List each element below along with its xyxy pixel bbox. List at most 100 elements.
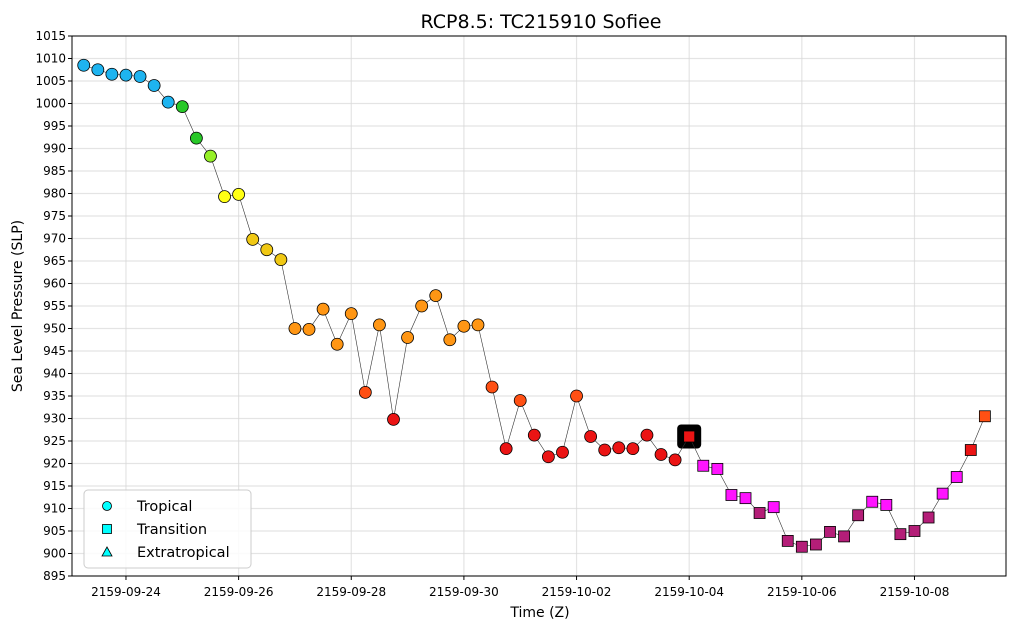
- data-point-circle: [302, 322, 316, 336]
- data-point-square: [880, 498, 893, 511]
- legend-marker-triangle: [101, 546, 113, 557]
- data-point-circle: [288, 322, 302, 335]
- data-point-circle: [598, 443, 612, 457]
- ticks: 895 900 905 910 915 920 925 930 935 940 945 950 955 9…: [35, 29, 949, 599]
- data-point-circle: [556, 445, 569, 459]
- data-point-circle: [189, 131, 203, 145]
- legend-label: Transition: [136, 522, 207, 538]
- data-point-circle: [640, 428, 654, 442]
- data-point-square: [866, 495, 879, 508]
- data-point-square: [852, 509, 865, 522]
- data-point-square: [964, 444, 977, 456]
- data-point-circle: [499, 442, 513, 456]
- legend-label: Extratropical: [137, 545, 230, 561]
- x-tick-label: 2159-09-24: [91, 585, 161, 599]
- data-point-circle: [105, 67, 119, 81]
- y-tick-label: 905: [43, 524, 66, 538]
- y-tick-label: 930: [43, 412, 66, 426]
- y-tick-label: 965: [43, 254, 66, 268]
- data-point-circle: [218, 190, 231, 204]
- y-tick-label: 915: [43, 479, 66, 493]
- series: [77, 58, 991, 553]
- data-point-circle: [91, 63, 105, 77]
- x-tick-label: 2159-10-02: [542, 585, 612, 599]
- legend-box: [83, 489, 252, 569]
- y-tick-label: 945: [43, 344, 66, 358]
- data-point-circle: [429, 289, 443, 303]
- data-point-circle: [401, 331, 414, 344]
- data-point-square: [697, 459, 710, 472]
- x-tick-label: 2159-09-28: [316, 585, 386, 599]
- y-tick-label: 940: [43, 367, 66, 381]
- data-point-circle: [443, 333, 457, 347]
- legend-label: Tropical: [136, 499, 192, 515]
- data-point-circle: [175, 100, 189, 114]
- y-tick-label: 935: [43, 389, 66, 403]
- data-point-circle: [668, 453, 682, 467]
- data-point-circle: [246, 232, 260, 246]
- y-tick-label: 985: [43, 164, 66, 178]
- data-point-circle: [654, 448, 668, 461]
- data-point-circle: [387, 412, 400, 426]
- data-point-circle: [133, 70, 147, 83]
- data-point-square: [739, 492, 752, 505]
- data-point-circle: [274, 253, 288, 267]
- data-point-square: [922, 511, 935, 524]
- x-tick-label: 2159-10-08: [880, 585, 950, 599]
- data-point-square: [781, 535, 794, 547]
- y-tick-label: 920: [43, 457, 66, 471]
- y-tick-label: 925: [43, 434, 66, 448]
- data-point-square: [950, 471, 963, 483]
- y-tick-label: 1015: [35, 29, 66, 43]
- data-point-square: [683, 430, 696, 443]
- y-tick-label: 900: [43, 547, 66, 561]
- y-tick-label: 1000: [35, 97, 66, 111]
- data-point-circle: [485, 380, 499, 394]
- data-point-square: [908, 525, 921, 537]
- data-point-circle: [161, 95, 175, 109]
- y-tick-label: 895: [43, 569, 66, 583]
- legend: Tropical Transition Extratropical: [83, 489, 252, 569]
- y-tick-label: 910: [43, 502, 66, 516]
- chart-title: RCP8.5: TC215910 Sofiee: [421, 11, 662, 33]
- data-point-circle: [626, 442, 640, 456]
- data-point-square: [767, 501, 780, 514]
- x-tick-label: 2159-09-30: [429, 585, 499, 599]
- data-point-square: [810, 538, 822, 551]
- y-tick-label: 975: [43, 209, 66, 223]
- x-tick-label: 2159-09-26: [204, 585, 274, 599]
- data-point-circle: [415, 299, 429, 313]
- data-point-circle: [471, 318, 485, 332]
- data-point-square: [894, 528, 907, 541]
- data-point-circle: [119, 68, 133, 82]
- data-point-circle: [316, 302, 330, 316]
- y-tick-label: 995: [43, 119, 66, 133]
- y-tick-label: 950: [43, 322, 66, 336]
- x-tick-label: 2159-10-06: [767, 585, 837, 599]
- data-point-square: [978, 410, 991, 423]
- data-point-circle: [77, 58, 91, 72]
- data-point-square: [795, 540, 808, 553]
- y-tick-label: 1010: [35, 52, 66, 66]
- data-point-circle: [513, 394, 527, 407]
- data-point-circle: [612, 441, 626, 455]
- y-tick-label: 980: [43, 187, 66, 201]
- y-tick-label: 1005: [35, 74, 66, 88]
- data-point-square: [711, 462, 724, 475]
- legend-marker-square: [102, 524, 112, 534]
- data-point-circle: [147, 79, 161, 92]
- legend-marker-circle: [102, 501, 112, 511]
- plot-frame: [71, 35, 1007, 577]
- data-point-square: [725, 489, 738, 501]
- data-point-circle: [541, 450, 555, 464]
- data-point-circle: [373, 318, 386, 332]
- y-tick-label: 990: [43, 142, 66, 156]
- x-tick-label: 2159-10-04: [654, 585, 724, 599]
- y-tick-label: 955: [43, 299, 66, 313]
- data-point-circle: [232, 187, 246, 201]
- data-point-square: [936, 487, 949, 500]
- data-point-circle: [358, 385, 372, 399]
- data-point-circle: [330, 337, 344, 351]
- data-point-circle: [570, 389, 583, 403]
